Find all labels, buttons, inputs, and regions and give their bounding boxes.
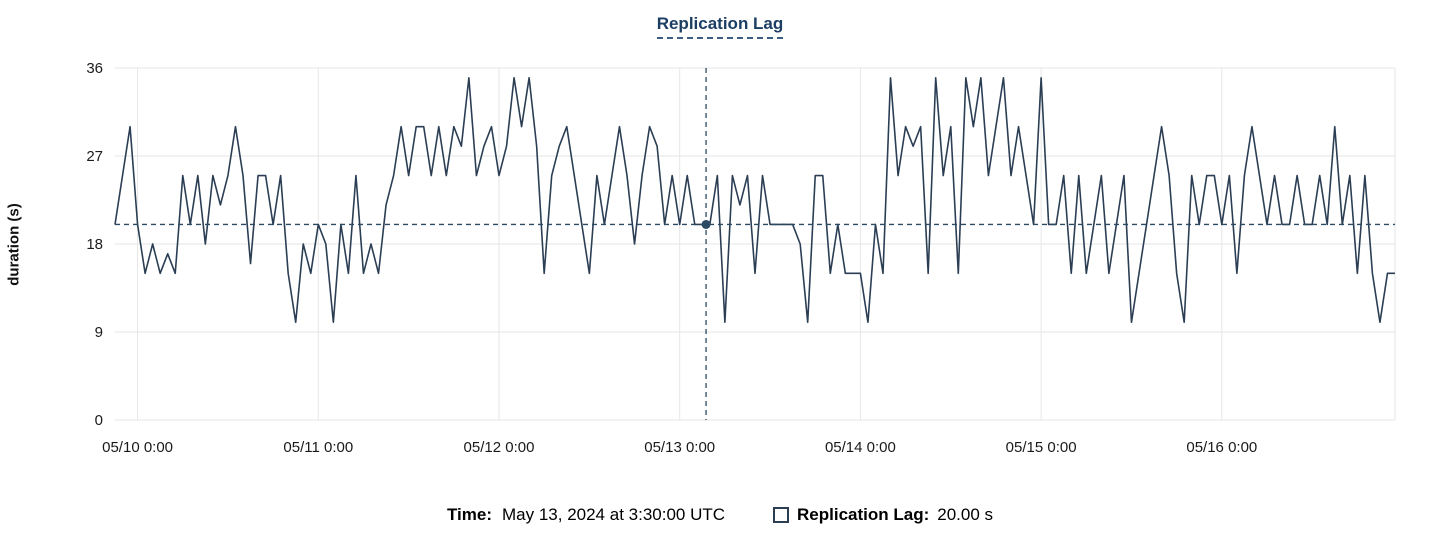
- y-tick-label: 27: [86, 148, 103, 165]
- y-tick-label: 36: [86, 60, 103, 77]
- crosshair: [115, 68, 1395, 420]
- replication-lag-line: [114, 76, 1395, 324]
- x-tick-label: 05/12 0:00: [464, 439, 535, 456]
- legend-swatch-icon: [773, 507, 790, 523]
- legend-label: Replication Lag:: [797, 505, 930, 524]
- x-tick-label: 05/14 0:00: [825, 439, 896, 456]
- x-tick-labels: 05/10 0:00 05/11 0:00 05/12 0:00 05/13 0:00…: [102, 439, 1257, 456]
- y-tick-label: 0: [95, 412, 103, 429]
- y-tick-label: 9: [95, 324, 103, 341]
- y-tick-label: 18: [86, 236, 103, 253]
- x-tick-label: 05/13 0:00: [644, 439, 715, 456]
- x-tick-label: 05/11 0:00: [283, 439, 353, 456]
- chart-title-text[interactable]: Replication Lag: [656, 14, 784, 39]
- legend-value: 20.00 s: [937, 505, 994, 524]
- x-tick-label: 05/16 0:00: [1186, 439, 1257, 456]
- y-tick-labels: 0 9 18 27 36: [86, 60, 103, 429]
- crosshair-dot: [701, 219, 711, 229]
- chart-title: Replication Lag: [0, 14, 1440, 39]
- time-label: Time:: [446, 505, 492, 524]
- time-value: May 13, 2024 at 3:30:00 UTC: [502, 505, 726, 524]
- chart-footer: Time: May 13, 2024 at 3:30:00 UTC Replic…: [0, 505, 1440, 525]
- series-line: [114, 76, 1395, 324]
- legend-item-replication-lag[interactable]: Replication Lag: 20.00 s: [773, 505, 993, 525]
- x-tick-label: 05/15 0:00: [1006, 439, 1077, 456]
- grid-lines: [115, 67, 1396, 421]
- x-tick-label: 05/10 0:00: [102, 439, 173, 456]
